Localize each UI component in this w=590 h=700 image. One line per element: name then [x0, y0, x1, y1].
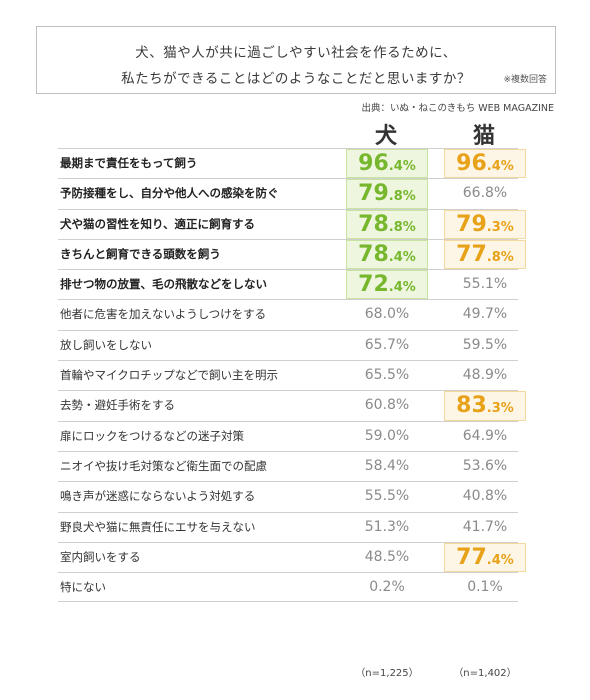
question-box: 犬、猫や人が共に過ごしやすい社会を作るために、 私たちができることはどのようなこ…	[36, 26, 556, 94]
question-line-2: 私たちができることはどのようなことだと思いますか？	[121, 71, 471, 87]
row-label: きちんと飼育できる頭数を飼う	[60, 246, 221, 261]
table-row: 扉にロックをつけるなどの迷子対策 59.0% 64.9%	[58, 420, 518, 451]
survey-table: 最期まで責任をもって飼う 96.4% 96.4% 予防接種をし、自分や他人への感染を防…	[58, 148, 526, 603]
dog-value-14: 0.2%	[369, 579, 405, 596]
dog-value-8: 60.8%	[364, 397, 410, 414]
row-label: ニオイや抜け毛対策など衛生面での配慮	[60, 458, 267, 473]
dog-value-2: 78.8%	[346, 209, 428, 239]
table-row: 最期まで責任をもって飼う 96.4% 96.4%	[58, 148, 526, 179]
dog-value-4: 72.4%	[346, 270, 428, 300]
cat-value-4: 55.1%	[462, 276, 508, 293]
table-row: 野良犬や猫に無責任にエサを与えない 51.3% 41.7%	[58, 511, 518, 542]
cat-column-header: 猫	[472, 124, 495, 149]
cat-value-9: 64.9%	[462, 427, 508, 444]
row-label: 野良犬や猫に無責任にエサを与えない	[60, 519, 256, 534]
cat-value-2: 79.3%	[444, 209, 526, 239]
source-credit: 出典：いぬ・ねこのきもち WEB MAGAZINE	[361, 103, 554, 114]
table-row: 去勢・避妊手術をする 60.8% 83.3%	[58, 390, 526, 421]
row-label: 鳴き声が迷惑にならないよう対処する	[60, 489, 256, 504]
table-row: 他者に危害を加えないようしつけをする 68.0% 49.7%	[58, 299, 518, 329]
cat-value-13: 77.4%	[444, 542, 526, 573]
dog-column-header: 犬	[374, 124, 397, 149]
cat-value-5: 49.7%	[462, 306, 508, 323]
cat-value-14: 0.1%	[467, 579, 503, 596]
table-row: ニオイや抜け毛対策など衛生面での配慮 58.4% 53.6%	[58, 450, 518, 481]
cat-sample-size: （n=1,402）	[453, 668, 517, 679]
dog-value-13: 48.5%	[364, 548, 410, 565]
dog-value-1: 79.8%	[346, 179, 428, 209]
dog-value-3: 78.4%	[346, 239, 428, 270]
row-label: 犬や猫の習性を知り、適正に飼育する	[60, 216, 256, 231]
table-row: 特にない 0.2% 0.1%	[58, 572, 518, 603]
table-row: 排せつ物の放置、毛の飛散などをしない 72.4% 55.1%	[58, 269, 518, 300]
row-label: 去勢・避妊手術をする	[60, 398, 175, 413]
row-label: 首輪やマイクロチップなどで飼い主を明示	[60, 368, 279, 383]
cat-value-10: 53.6%	[462, 457, 508, 474]
table-row: きちんと飼育できる頭数を飼う 78.4% 77.8%	[58, 238, 526, 270]
dog-value-6: 65.7%	[364, 336, 410, 353]
table-row: 犬や猫の習性を知り、適正に飼育する 78.8% 79.3%	[58, 208, 526, 239]
dog-value-12: 51.3%	[364, 518, 410, 535]
table-row: 室内飼いをする 48.5% 77.4%	[58, 541, 526, 573]
dog-value-5: 68.0%	[364, 306, 410, 323]
row-label: 扉にロックをつけるなどの迷子対策	[60, 428, 244, 443]
cat-value-3: 77.8%	[444, 239, 526, 270]
multiple-answer-note: ※複数回答	[503, 75, 547, 85]
table-row: 放し飼いをしない 65.7% 59.5%	[58, 329, 518, 360]
dog-value-10: 58.4%	[364, 457, 410, 474]
row-label: 予防接種をし、自分や他人への感染を防ぐ	[60, 186, 279, 201]
dog-value-0: 96.4%	[346, 149, 428, 179]
row-label: 排せつ物の放置、毛の飛散などをしない	[60, 277, 267, 292]
row-label: 最期まで責任をもって飼う	[60, 156, 198, 170]
row-label: 室内飼いをする	[60, 549, 141, 564]
dog-value-11: 55.5%	[364, 488, 410, 505]
dog-sample-size: （n=1,225）	[355, 668, 419, 679]
question-line-1: 犬、猫や人が共に過ごしやすい社会を作るために、	[135, 45, 457, 61]
cat-value-7: 48.9%	[462, 367, 508, 384]
row-label: 放し飼いをしない	[60, 337, 152, 352]
dog-value-9: 59.0%	[364, 427, 410, 444]
cat-value-6: 59.5%	[462, 336, 508, 353]
table-row: 鳴き声が迷惑にならないよう対処する 55.5% 40.8%	[58, 481, 518, 511]
cat-value-1: 66.8%	[462, 185, 508, 202]
dog-value-7: 65.5%	[364, 367, 410, 384]
cat-value-11: 40.8%	[462, 488, 508, 505]
table-row: 首輪やマイクロチップなどで飼い主を明示 65.5% 48.9%	[58, 360, 518, 390]
cat-value-0: 96.4%	[444, 149, 526, 179]
cat-value-12: 41.7%	[462, 518, 508, 535]
cat-value-8: 83.3%	[444, 391, 526, 421]
table-row: 予防接種をし、自分や他人への感染を防ぐ 79.8% 66.8%	[58, 178, 518, 209]
row-label: 他者に危害を加えないようしつけをする	[60, 307, 267, 322]
row-label: 特にない	[60, 580, 106, 595]
